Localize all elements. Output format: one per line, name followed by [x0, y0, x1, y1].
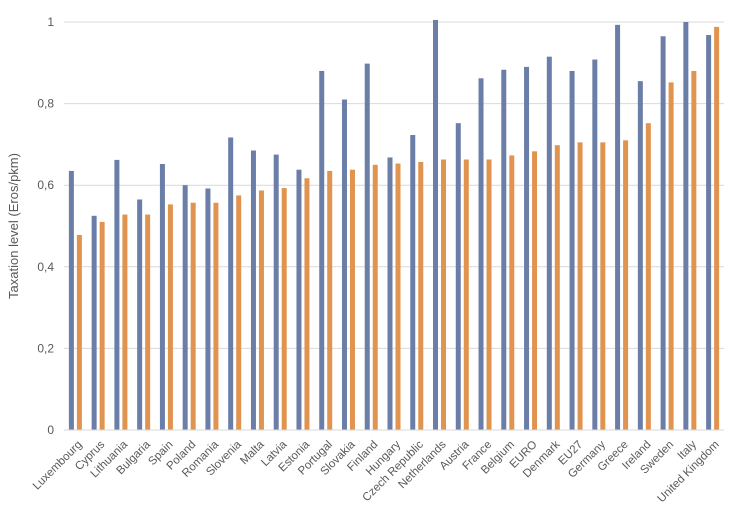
bar-series-2-eu27	[577, 142, 583, 431]
y-tick-label: 1	[47, 15, 54, 29]
bar-series-1-czech-republic	[410, 135, 416, 431]
bar-series-2-slovakia	[349, 169, 355, 431]
bar-series-1-eu27	[569, 70, 575, 431]
bar-series-1-slovakia	[341, 99, 347, 431]
bar-series-2-finland	[372, 164, 378, 431]
bar-series-1-lithuania	[114, 159, 120, 431]
bar-series-1-portugal	[319, 70, 325, 431]
bar-series-2-cyprus	[99, 221, 105, 430]
bar-series-2-netherlands	[441, 159, 447, 430]
bar-series-1-cyprus	[91, 215, 97, 430]
bar-series-1-malta	[250, 150, 256, 430]
bar-series-2-austria	[463, 159, 469, 430]
bar-series-1-latvia	[273, 154, 279, 430]
bar-series-2-denmark	[554, 145, 560, 430]
bar-series-2-sweden	[668, 82, 674, 430]
bar-series-1-ireland	[637, 81, 643, 430]
bar-series-1-estonia	[296, 169, 302, 431]
bar-series-1-greece	[615, 24, 621, 431]
bar-series-1-sweden	[660, 36, 666, 430]
y-tick-label: 0,2	[37, 341, 54, 355]
y-tick-label: 0,6	[37, 178, 54, 192]
bar-series-1-netherlands	[433, 19, 439, 431]
y-axis-title: Taxation level (Eros/pkm)	[6, 153, 21, 299]
bar-series-2-luxembourg	[76, 234, 82, 430]
bar-series-2-belgium	[509, 155, 515, 430]
bar-series-2-ireland	[645, 123, 651, 431]
bar-series-1-france	[478, 78, 484, 430]
bar-series-1-spain	[159, 163, 165, 430]
bar-series-2-euro	[532, 151, 538, 430]
bar-series-2-poland	[190, 202, 196, 430]
bar-series-1-germany	[592, 59, 598, 430]
x-axis-tick-labels: LuxembourgCyprusLithuaniaBulgariaSpainPo…	[31, 438, 722, 505]
bar-series-2-portugal	[327, 170, 333, 431]
bar-series-2-france	[486, 159, 492, 430]
bar-series-2-germany	[600, 142, 606, 431]
bar-series-1-euro	[524, 66, 530, 430]
bar-series-2-estonia	[304, 178, 310, 430]
bar-series-2-latvia	[281, 188, 287, 430]
y-tick-label: 0,8	[37, 97, 54, 111]
bar-series-2-italy	[691, 70, 697, 431]
bar-series-2-united-kingdom	[714, 26, 720, 431]
y-axis-ticks: 0 0,2 0,4 0,6 0,8 1	[37, 15, 54, 437]
bar-series-1-luxembourg	[68, 170, 74, 431]
bar-series-1-italy	[683, 22, 689, 430]
bar-series-2-hungary	[395, 163, 401, 431]
bar-series-1-belgium	[501, 69, 507, 431]
bar-series-1-austria	[455, 123, 461, 431]
bar-series-2-czech-republic	[418, 161, 424, 430]
bar-series-1-united-kingdom	[706, 35, 712, 430]
bar-series-1-slovenia	[228, 137, 234, 431]
bar-series-2-slovenia	[236, 195, 242, 430]
bar-series-2-greece	[623, 140, 629, 430]
bar-series-1-romania	[205, 188, 211, 430]
bar-series-2-spain	[167, 204, 173, 430]
bar-series-2-malta	[258, 190, 264, 430]
bar-series-1-poland	[182, 185, 188, 430]
y-tick-label: 0	[47, 423, 54, 437]
bar-series-2-bulgaria	[145, 214, 151, 430]
y-tick-label: 0,4	[37, 260, 54, 274]
bar-series-1-denmark	[546, 56, 552, 431]
bar-series-1-finland	[364, 63, 370, 431]
bar-series-2-romania	[213, 202, 219, 430]
bars	[68, 19, 720, 431]
gridlines	[64, 21, 724, 349]
bar-series-1-bulgaria	[137, 199, 143, 430]
bar-series-2-lithuania	[122, 214, 128, 430]
bar-series-1-hungary	[387, 157, 393, 430]
